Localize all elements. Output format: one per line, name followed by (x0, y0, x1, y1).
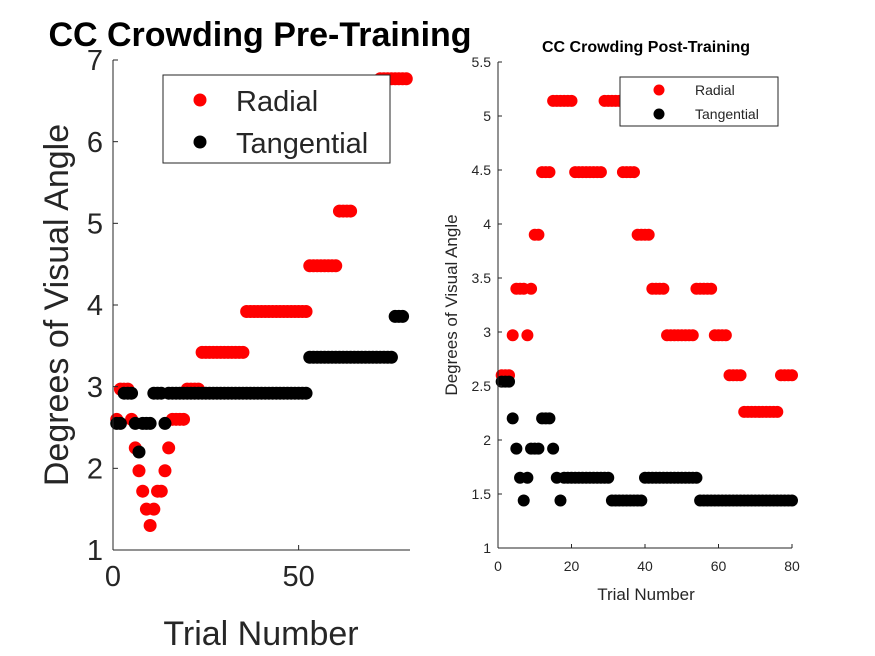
radial-point (521, 329, 534, 342)
radial-point (344, 204, 358, 218)
radial-point (147, 502, 161, 516)
tangential-point (690, 471, 703, 484)
pre-legend-radial-label: Radial (236, 86, 318, 118)
radial-point (299, 305, 313, 319)
post-training-points (495, 94, 798, 507)
pre-training-points (110, 72, 413, 532)
y-tick-label: 7 (87, 45, 103, 77)
radial-point (177, 412, 191, 426)
radial-point (543, 166, 556, 179)
y-tick-label: 5.5 (472, 54, 492, 70)
pre-chart-title: CC Crowding Pre-Training (48, 16, 471, 54)
post-y-axis-label: Degrees of Visual Angle (442, 214, 461, 395)
post-training-ticks: 1 1.5 2 2.5 3 3.5 4 4.5 5 5.5 0 20 40 60 80 (472, 54, 800, 574)
y-tick-label: 1 (87, 535, 103, 567)
tangential-point (517, 494, 530, 507)
tangential-point (635, 494, 648, 507)
y-tick-label: 6 (87, 127, 103, 159)
radial-point (719, 329, 732, 342)
y-tick-label: 5 (87, 208, 103, 240)
pre-legend-tangential-label: Tangential (236, 128, 368, 160)
pre-training-chart: 1 2 3 4 5 6 7 0 50 CC Crowding Pre-Training Tria… (38, 16, 472, 653)
radial-point (525, 282, 538, 295)
radial-point (642, 228, 655, 241)
radial-point (565, 94, 578, 107)
y-tick-label: 2 (483, 432, 491, 448)
radial-point (329, 259, 343, 273)
radial-point (158, 464, 172, 478)
post-legend-tangential-marker (653, 108, 665, 120)
radial-point (734, 369, 747, 382)
x-tick-label: 60 (711, 558, 727, 574)
post-training-chart: 1 1.5 2 2.5 3 3.5 4 4.5 5 5.5 0 20 40 60 80 CC Crowdin… (442, 39, 800, 604)
post-legend-tangential-label: Tangential (695, 106, 759, 122)
post-legend-radial-marker (653, 84, 665, 96)
y-tick-label: 1.5 (472, 486, 492, 502)
tangential-point (384, 350, 398, 364)
post-legend-radial-label: Radial (695, 82, 735, 98)
pre-legend: Radial Tangential (162, 74, 391, 164)
tangential-point (510, 442, 523, 455)
radial-point (506, 329, 519, 342)
radial-point (136, 484, 150, 498)
radial-point (162, 441, 176, 455)
tangential-point (125, 386, 139, 400)
tangential-point (113, 416, 127, 430)
x-tick-label: 0 (494, 558, 502, 574)
tangential-point (396, 309, 410, 323)
tangential-point (786, 494, 798, 507)
post-chart-title: CC Crowding Post-Training (542, 39, 750, 56)
tangential-point (503, 375, 516, 388)
pre-y-axis-label: Degrees of Visual Angle (38, 124, 76, 486)
radial-point (154, 484, 168, 498)
radial-point (594, 166, 607, 179)
radial-point (771, 405, 784, 418)
pre-training-ticks: 1 2 3 4 5 6 7 0 50 (87, 45, 315, 593)
y-tick-label: 5 (483, 108, 491, 124)
y-tick-label: 2.5 (472, 378, 492, 394)
radial-point (686, 329, 699, 342)
y-tick-label: 4 (87, 290, 103, 322)
radial-point (657, 282, 670, 295)
x-tick-label: 50 (282, 561, 314, 593)
x-tick-label: 80 (784, 558, 800, 574)
tangential-point (554, 494, 567, 507)
tangential-point (132, 445, 146, 459)
tangential-point (543, 412, 556, 425)
post-x-axis-label: Trial Number (597, 585, 695, 604)
pre-x-axis-label: Trial Number (163, 615, 358, 653)
radial-point (786, 369, 798, 382)
y-tick-label: 3 (483, 324, 491, 340)
x-tick-label: 0 (105, 561, 121, 593)
pre-legend-radial-marker (193, 93, 207, 107)
tangential-point (602, 471, 615, 484)
y-tick-label: 3 (87, 372, 103, 404)
tangential-point (299, 386, 313, 400)
tangential-point (547, 442, 560, 455)
tangential-point (521, 471, 534, 484)
tangential-point (532, 442, 545, 455)
tangential-point (143, 416, 157, 430)
pre-legend-tangential-marker (193, 135, 207, 149)
radial-point (627, 166, 640, 179)
pre-legend-box (162, 74, 391, 164)
x-tick-label: 40 (637, 558, 653, 574)
radial-point (132, 464, 146, 478)
y-tick-label: 1 (483, 540, 491, 556)
tangential-point (506, 412, 519, 425)
y-tick-label: 4 (483, 216, 491, 232)
radial-point (143, 519, 157, 532)
y-tick-label: 3.5 (472, 270, 492, 286)
y-tick-label: 2 (87, 453, 103, 485)
radial-point (705, 282, 718, 295)
tangential-point (158, 416, 172, 430)
radial-point (236, 345, 250, 359)
radial-point (399, 72, 413, 86)
x-tick-label: 20 (564, 558, 580, 574)
radial-point (532, 228, 545, 241)
post-legend: Radial Tangential (619, 76, 779, 127)
y-tick-label: 4.5 (472, 162, 492, 178)
post-legend-box (619, 76, 779, 127)
